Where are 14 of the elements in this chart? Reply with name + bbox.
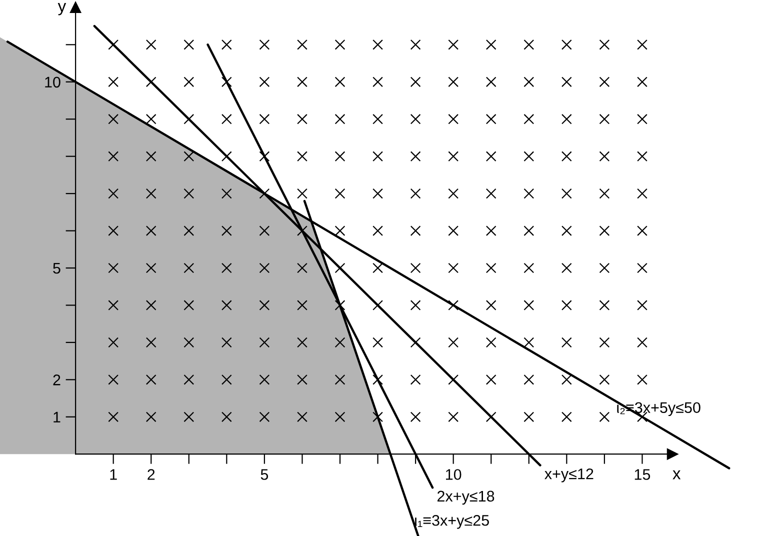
x-tick-label: 10 <box>446 469 462 480</box>
x-tick-label: 15 <box>634 469 650 480</box>
annotation: 2x+y≤18 <box>437 490 494 505</box>
x-axis-title: x <box>672 470 681 480</box>
annotation: ι₁≡3x+y≤25 <box>415 514 489 529</box>
y-tick-label: 10 <box>45 76 60 88</box>
y-tick-label: 5 <box>53 263 60 274</box>
annotation: x+y≤12 <box>544 468 594 482</box>
x-tick-label: 1 <box>110 469 117 480</box>
y-axis-title: y <box>58 2 66 16</box>
x-tick-label: 2 <box>148 469 155 480</box>
y-tick-label: 2 <box>53 374 60 386</box>
x-tick-label: 5 <box>260 469 268 480</box>
y-tick-label: 1 <box>54 412 60 422</box>
